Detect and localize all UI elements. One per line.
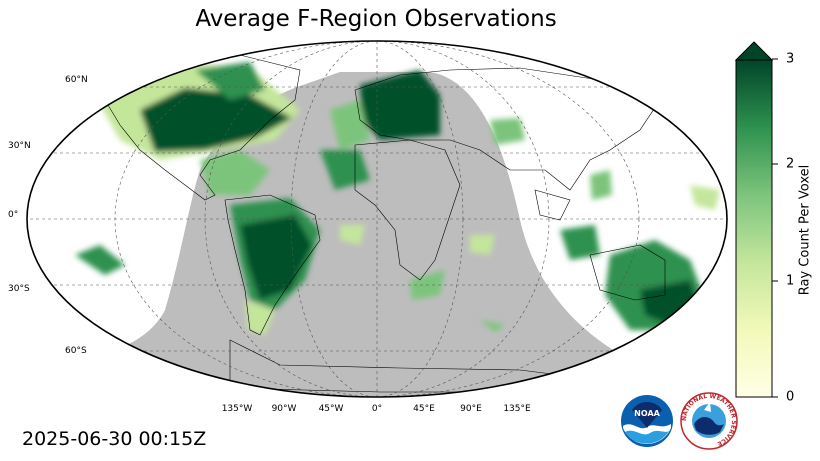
lat-label-0: 0° (8, 210, 19, 220)
lat-label-60n: 60°N (65, 75, 88, 85)
colorbar-title: Ray Count Per Voxel (797, 164, 813, 296)
lon-label-135w: 135°W (221, 404, 253, 414)
colorbar-label-1: 1 (786, 273, 795, 289)
colorbar-label-3: 3 (786, 51, 795, 67)
colorbar-label-0: 0 (786, 389, 795, 405)
lon-label-45e: 45°E (413, 404, 435, 414)
lat-label-30s: 30°S (8, 284, 30, 294)
colorbar (734, 41, 778, 398)
colorbar-label-2: 2 (786, 156, 795, 172)
graticule (27, 41, 727, 397)
lon-label-90w: 90°W (271, 404, 297, 414)
map-title: Average F-Region Observations (195, 6, 557, 32)
lon-label-0: 0° (371, 404, 383, 414)
lon-label-90e: 90°E (460, 404, 482, 414)
colorbar-extend-max (734, 41, 774, 61)
lon-label-45w: 45°W (318, 404, 344, 414)
lat-label-30n: 30°N (8, 141, 31, 151)
ray-density-layer (60, 62, 720, 388)
timestamp: 2025-06-30 00:15Z (22, 428, 207, 450)
colorbar-fill (735, 59, 773, 398)
globe-outline (26, 40, 728, 398)
night-shade (40, 72, 727, 397)
noaa-logo: NOAA (621, 395, 673, 447)
lon-label-135e: 135°E (503, 404, 531, 414)
noaa-logo-text: NOAA (634, 409, 660, 418)
nws-logo: NATIONAL WEATHER SERVICE (680, 392, 738, 450)
lat-label-60s: 60°S (65, 346, 87, 356)
